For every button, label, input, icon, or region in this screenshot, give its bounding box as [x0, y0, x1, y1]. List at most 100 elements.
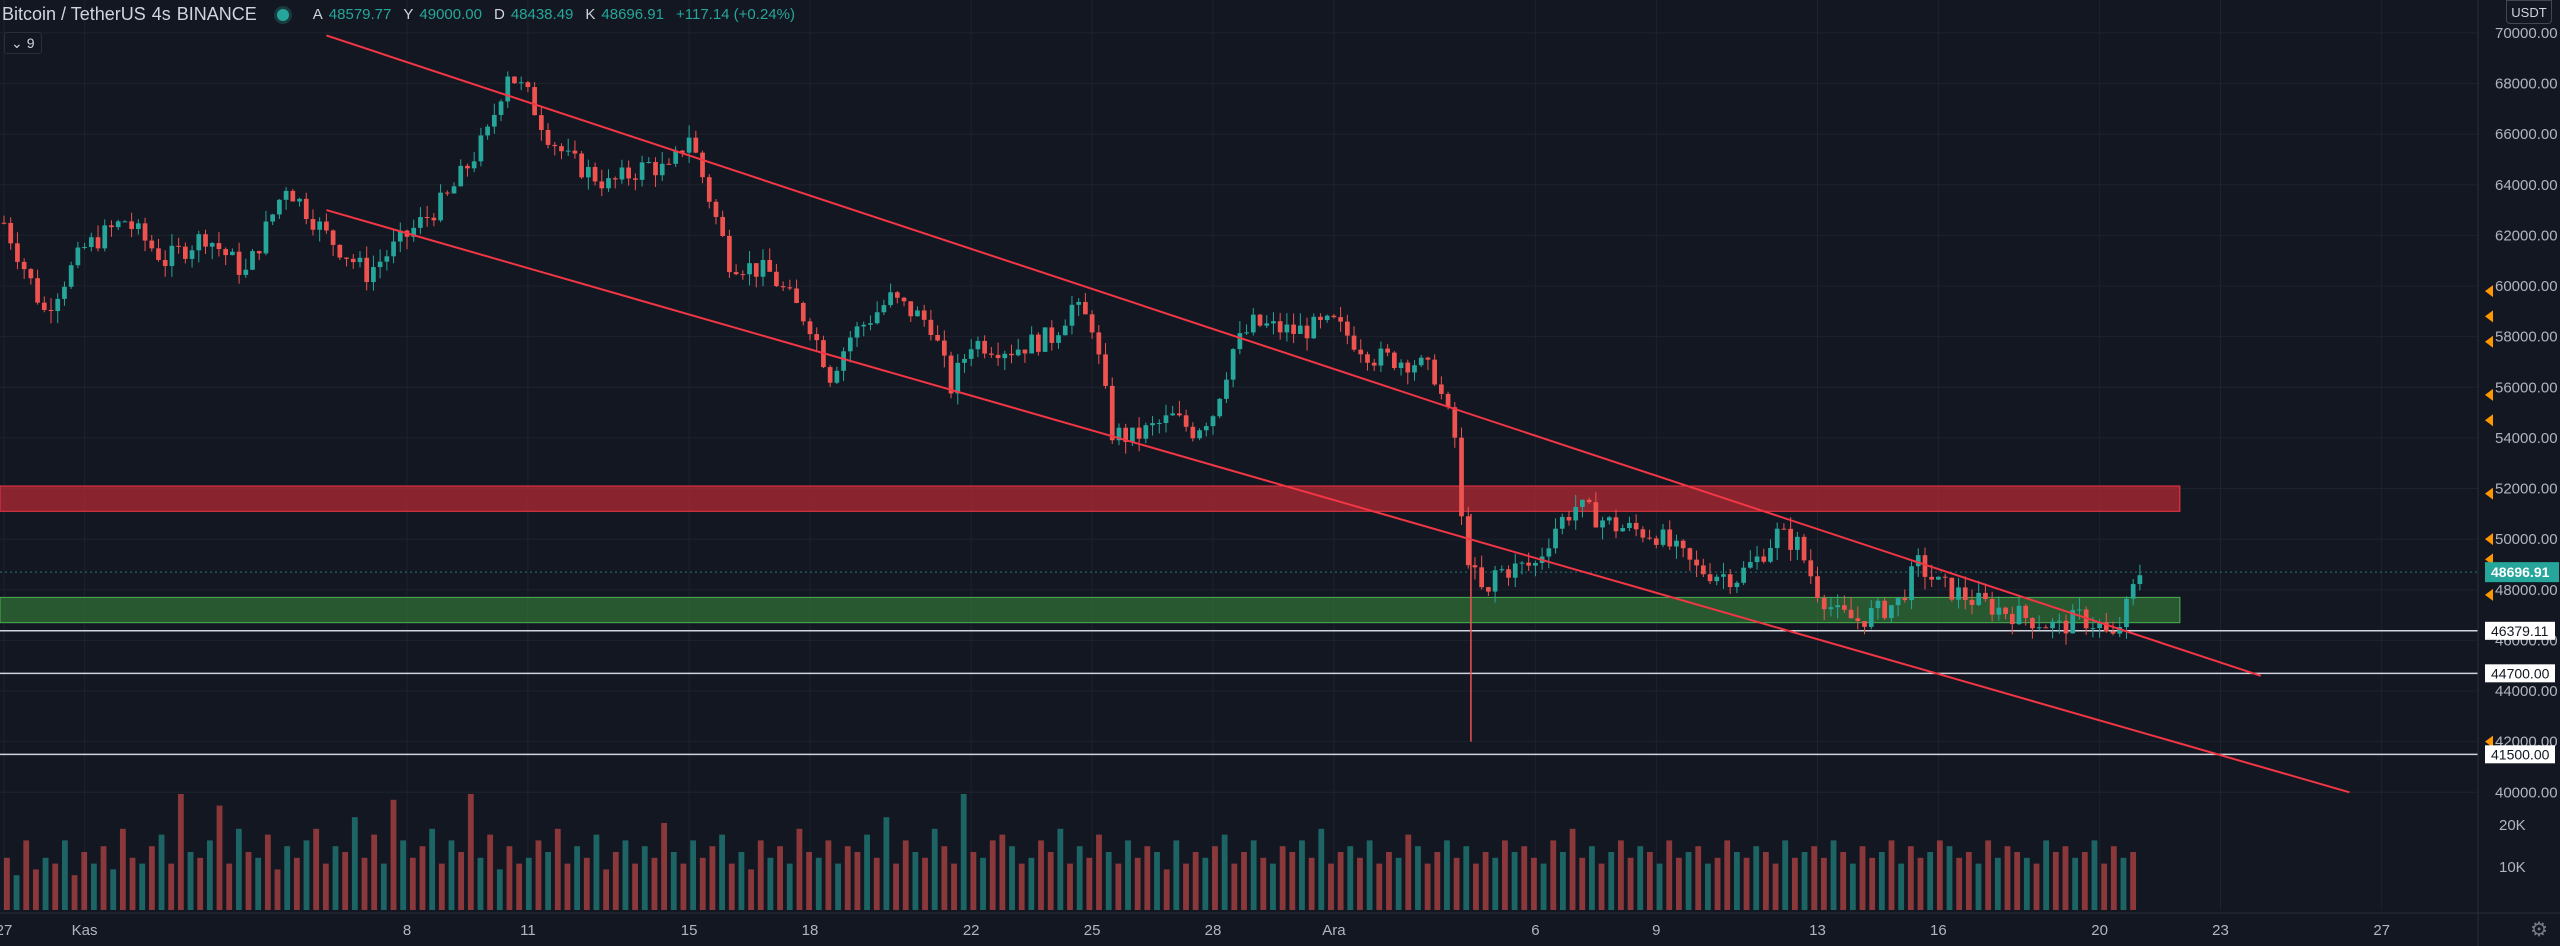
candle — [1062, 325, 1068, 336]
candle — [1284, 324, 1290, 333]
volume-bar — [158, 834, 165, 910]
candle — [1774, 528, 1780, 549]
candle — [559, 146, 564, 152]
volume-bar — [2043, 840, 2050, 910]
candle — [532, 87, 537, 116]
candle — [1875, 600, 1881, 609]
candle — [75, 247, 81, 266]
volume-bar — [61, 840, 68, 910]
volume-bar — [1173, 840, 1180, 910]
candle — [1486, 587, 1491, 592]
x-tick-label: 8 — [403, 922, 411, 939]
candle — [451, 186, 457, 194]
volume-bar — [1270, 863, 1276, 910]
volume-bar — [1985, 840, 1992, 910]
gear-icon[interactable]: ⚙ — [2530, 919, 2548, 941]
volume-bar — [1395, 857, 1402, 910]
volume-bar — [1724, 840, 1731, 910]
candle — [1143, 425, 1149, 439]
candle — [1109, 385, 1115, 441]
time-axis[interactable]: 27Kas8111518222528Ara691316202327202247 — [0, 912, 2560, 939]
y-tick-label: 56000.00 — [2495, 379, 2558, 396]
volume-bar — [1956, 857, 1963, 910]
candle — [1277, 321, 1283, 333]
x-tick-label: 16 — [1930, 922, 1947, 939]
volume-bar — [1096, 834, 1102, 910]
candle — [1674, 540, 1679, 547]
candle — [1559, 516, 1565, 529]
candle — [1620, 528, 1626, 532]
x-tick-label: 23 — [2212, 922, 2229, 939]
candle — [1613, 517, 1619, 532]
candle — [209, 243, 215, 247]
candle — [1573, 506, 1579, 521]
candle — [303, 198, 309, 220]
symbol-name[interactable]: Bitcoin / TetherUS — [2, 4, 146, 24]
volume-bar — [574, 846, 581, 910]
volume-bar — [1637, 846, 1644, 910]
volume-bar — [506, 846, 513, 910]
x-tick-label: 28 — [1205, 922, 1222, 939]
candle — [1042, 327, 1048, 352]
volume-bar — [245, 852, 252, 910]
candle — [968, 349, 974, 359]
volume-bar — [4, 857, 10, 910]
volume-bar — [23, 840, 30, 910]
volume-bar — [1569, 828, 1576, 910]
candle — [189, 250, 195, 259]
candle — [747, 263, 752, 275]
candle — [1512, 563, 1518, 578]
volume-bar — [1086, 857, 1093, 910]
volume-bar — [1250, 840, 1257, 910]
candle — [1371, 362, 1377, 366]
candle — [753, 263, 759, 277]
volume-indicator-toggle[interactable]: ⌄ 9 — [4, 32, 42, 54]
volume-bar — [390, 799, 397, 910]
volume-bar — [1386, 852, 1392, 910]
volume-bar — [496, 869, 503, 910]
candle — [2103, 622, 2109, 632]
candle — [1465, 516, 1471, 566]
candle — [1445, 393, 1451, 408]
candle — [1365, 354, 1370, 363]
trend-channel[interactable] — [326, 34, 2350, 794]
candle — [794, 288, 799, 303]
candle — [1304, 325, 1310, 339]
candle — [1452, 407, 1458, 438]
candle — [1828, 607, 1834, 610]
volume-bar — [1801, 852, 1808, 910]
volume-bar — [148, 846, 155, 910]
candle — [1170, 413, 1176, 416]
candle — [706, 177, 712, 202]
price-axis[interactable]: 70000.00 68000.00 66000.00 64000.00 62000.00… — [2477, 0, 2559, 946]
candle — [680, 150, 685, 153]
candle — [418, 217, 423, 228]
candle — [1116, 427, 1122, 441]
candle — [1136, 427, 1142, 439]
x-tick-label: 27 — [0, 922, 12, 939]
candle — [122, 221, 128, 223]
candle — [941, 340, 947, 356]
candle — [572, 150, 578, 154]
axis-currency-button[interactable]: USDT — [2506, 0, 2552, 24]
volume-bar — [960, 794, 967, 910]
volume-bar — [235, 828, 242, 910]
volume-bar — [1337, 852, 1344, 910]
candle — [142, 223, 148, 241]
candle — [1741, 567, 1746, 583]
candle — [471, 161, 477, 169]
volume-bar — [303, 840, 310, 910]
candle — [1781, 528, 1787, 530]
volume-bar — [1965, 852, 1972, 910]
interval[interactable]: 4s — [151, 4, 171, 24]
volume-bar — [187, 852, 194, 910]
candle — [102, 225, 108, 249]
alert-marker-icon — [2485, 310, 2493, 323]
last-price-label-bg — [2485, 562, 2559, 583]
candle — [88, 237, 94, 247]
volume-bar — [1241, 852, 1247, 910]
market-status-icon[interactable] — [276, 8, 289, 21]
candle — [1788, 528, 1793, 550]
candle — [1721, 574, 1726, 577]
